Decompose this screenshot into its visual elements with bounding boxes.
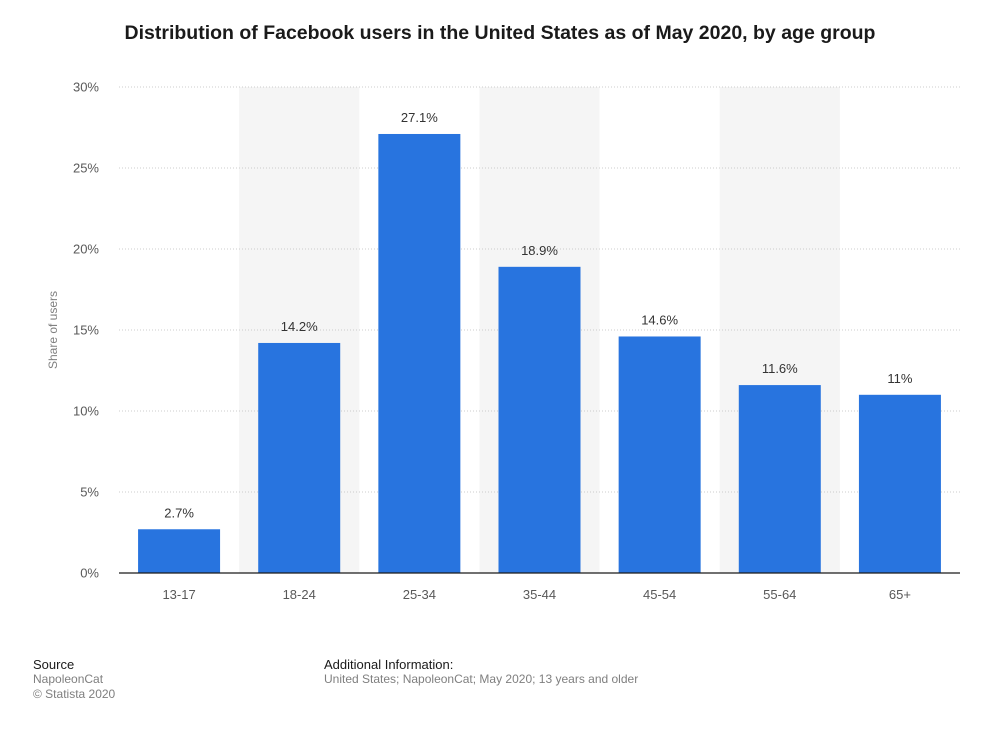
x-tick-label: 55-64: [763, 587, 796, 602]
y-tick-label: 5%: [80, 485, 99, 500]
bar-chart: 0% 5% 10% 15% 20% 25% 30% 2.7% 14.2% 27.1% 18.9% 1…: [46, 80, 960, 602]
x-tick-label: 13-17: [162, 587, 195, 602]
x-tick-label: 25-34: [403, 587, 436, 602]
additional-info-block: Additional Information: United States; N…: [324, 657, 638, 687]
chart-title: Distribution of Facebook users in the Un…: [124, 22, 876, 44]
data-label: 27.1%: [401, 110, 438, 125]
bar-18-24: [258, 342, 341, 573]
x-tick-label: 18-24: [283, 587, 316, 602]
x-axis-ticks: 13-17 18-24 25-34 35-44 45-54 55-64 65+: [162, 587, 911, 602]
x-tick-label: 45-54: [643, 587, 676, 602]
y-tick-label: 25%: [73, 161, 99, 176]
data-label: 14.2%: [281, 319, 318, 334]
y-axis-title: Share of users: [46, 291, 60, 369]
bar-45-54: [618, 336, 701, 573]
data-label: 11%: [887, 371, 912, 386]
bar-13-17: [138, 529, 221, 573]
data-label: 11.6%: [762, 361, 798, 376]
y-tick-label: 0%: [80, 566, 99, 581]
bar-65+: [858, 394, 941, 573]
bars: [138, 133, 941, 574]
y-axis-ticks: 0% 5% 10% 15% 20% 25% 30%: [73, 80, 99, 581]
y-tick-label: 20%: [73, 242, 99, 257]
x-tick-label: 65+: [889, 587, 911, 602]
y-tick-label: 15%: [73, 323, 99, 338]
bar-55-64: [738, 385, 821, 573]
bar-25-34: [378, 133, 461, 574]
additional-info-heading: Additional Information:: [324, 657, 454, 672]
y-tick-label: 10%: [73, 404, 99, 419]
copyright-line: © Statista 2020: [33, 687, 116, 701]
bar-35-44: [498, 266, 581, 573]
x-tick-label: 35-44: [523, 587, 556, 602]
data-label: 18.9%: [521, 243, 558, 258]
data-label: 2.7%: [164, 505, 194, 520]
y-tick-label: 30%: [73, 80, 99, 95]
source-heading: Source: [33, 657, 75, 672]
data-label: 14.6%: [641, 312, 678, 327]
source-block: Source NapoleonCat © Statista 2020: [33, 657, 115, 702]
data-labels: 2.7% 14.2% 27.1% 18.9% 14.6% 11.6% 11%: [164, 110, 913, 520]
source-line: NapoleonCat: [33, 672, 104, 686]
additional-info-text: United States; NapoleonCat; May 2020; 13…: [324, 672, 639, 686]
